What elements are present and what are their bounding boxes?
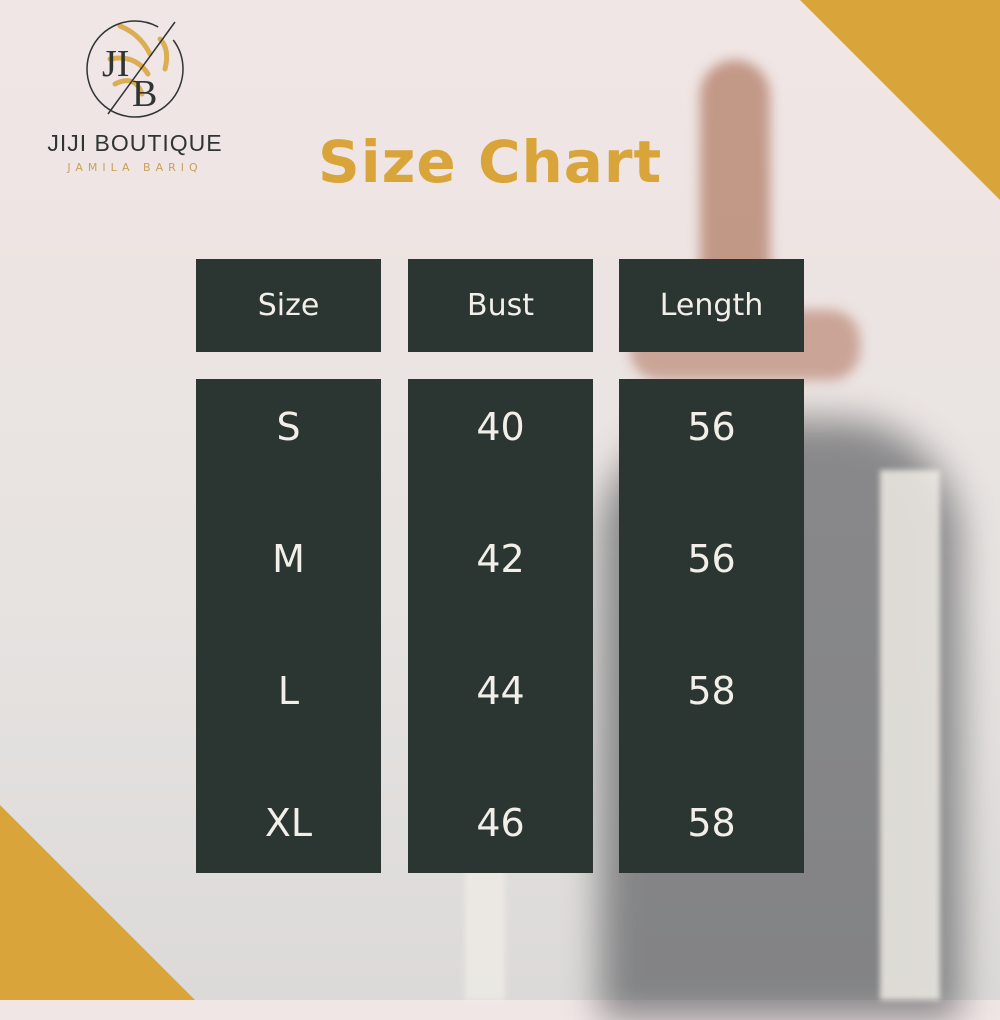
cell: S xyxy=(276,405,301,449)
cell: 58 xyxy=(687,669,736,713)
cell: 44 xyxy=(476,669,525,713)
logo: JI B JIJI BOUTIQUE JAMILA BARIQ xyxy=(30,14,240,174)
header-length: Length xyxy=(619,259,804,352)
cell: XL xyxy=(264,801,313,845)
gold-corner-top-right xyxy=(800,0,1000,200)
header-bust: Bust xyxy=(408,259,593,352)
cell: 46 xyxy=(476,801,525,845)
cell: L xyxy=(277,669,300,713)
svg-text:B: B xyxy=(132,73,157,115)
cell: 56 xyxy=(687,405,736,449)
brand-tagline: JAMILA BARIQ xyxy=(67,161,203,174)
column-length: 56 56 58 58 xyxy=(619,379,804,873)
cell: 42 xyxy=(476,537,525,581)
header-size: Size xyxy=(196,259,381,352)
column-size: S M L XL xyxy=(196,379,381,873)
cell: 58 xyxy=(687,801,736,845)
cell: 40 xyxy=(476,405,525,449)
monogram-logo-icon: JI B xyxy=(86,20,184,118)
page-title: Size Chart xyxy=(318,128,663,196)
brand-name: JIJI BOUTIQUE xyxy=(47,130,223,156)
column-bust: 40 42 44 46 xyxy=(408,379,593,873)
gold-corner-bottom-left xyxy=(0,805,195,1000)
cell: 56 xyxy=(687,537,736,581)
cell: M xyxy=(272,537,305,581)
svg-text:JI: JI xyxy=(102,43,129,85)
